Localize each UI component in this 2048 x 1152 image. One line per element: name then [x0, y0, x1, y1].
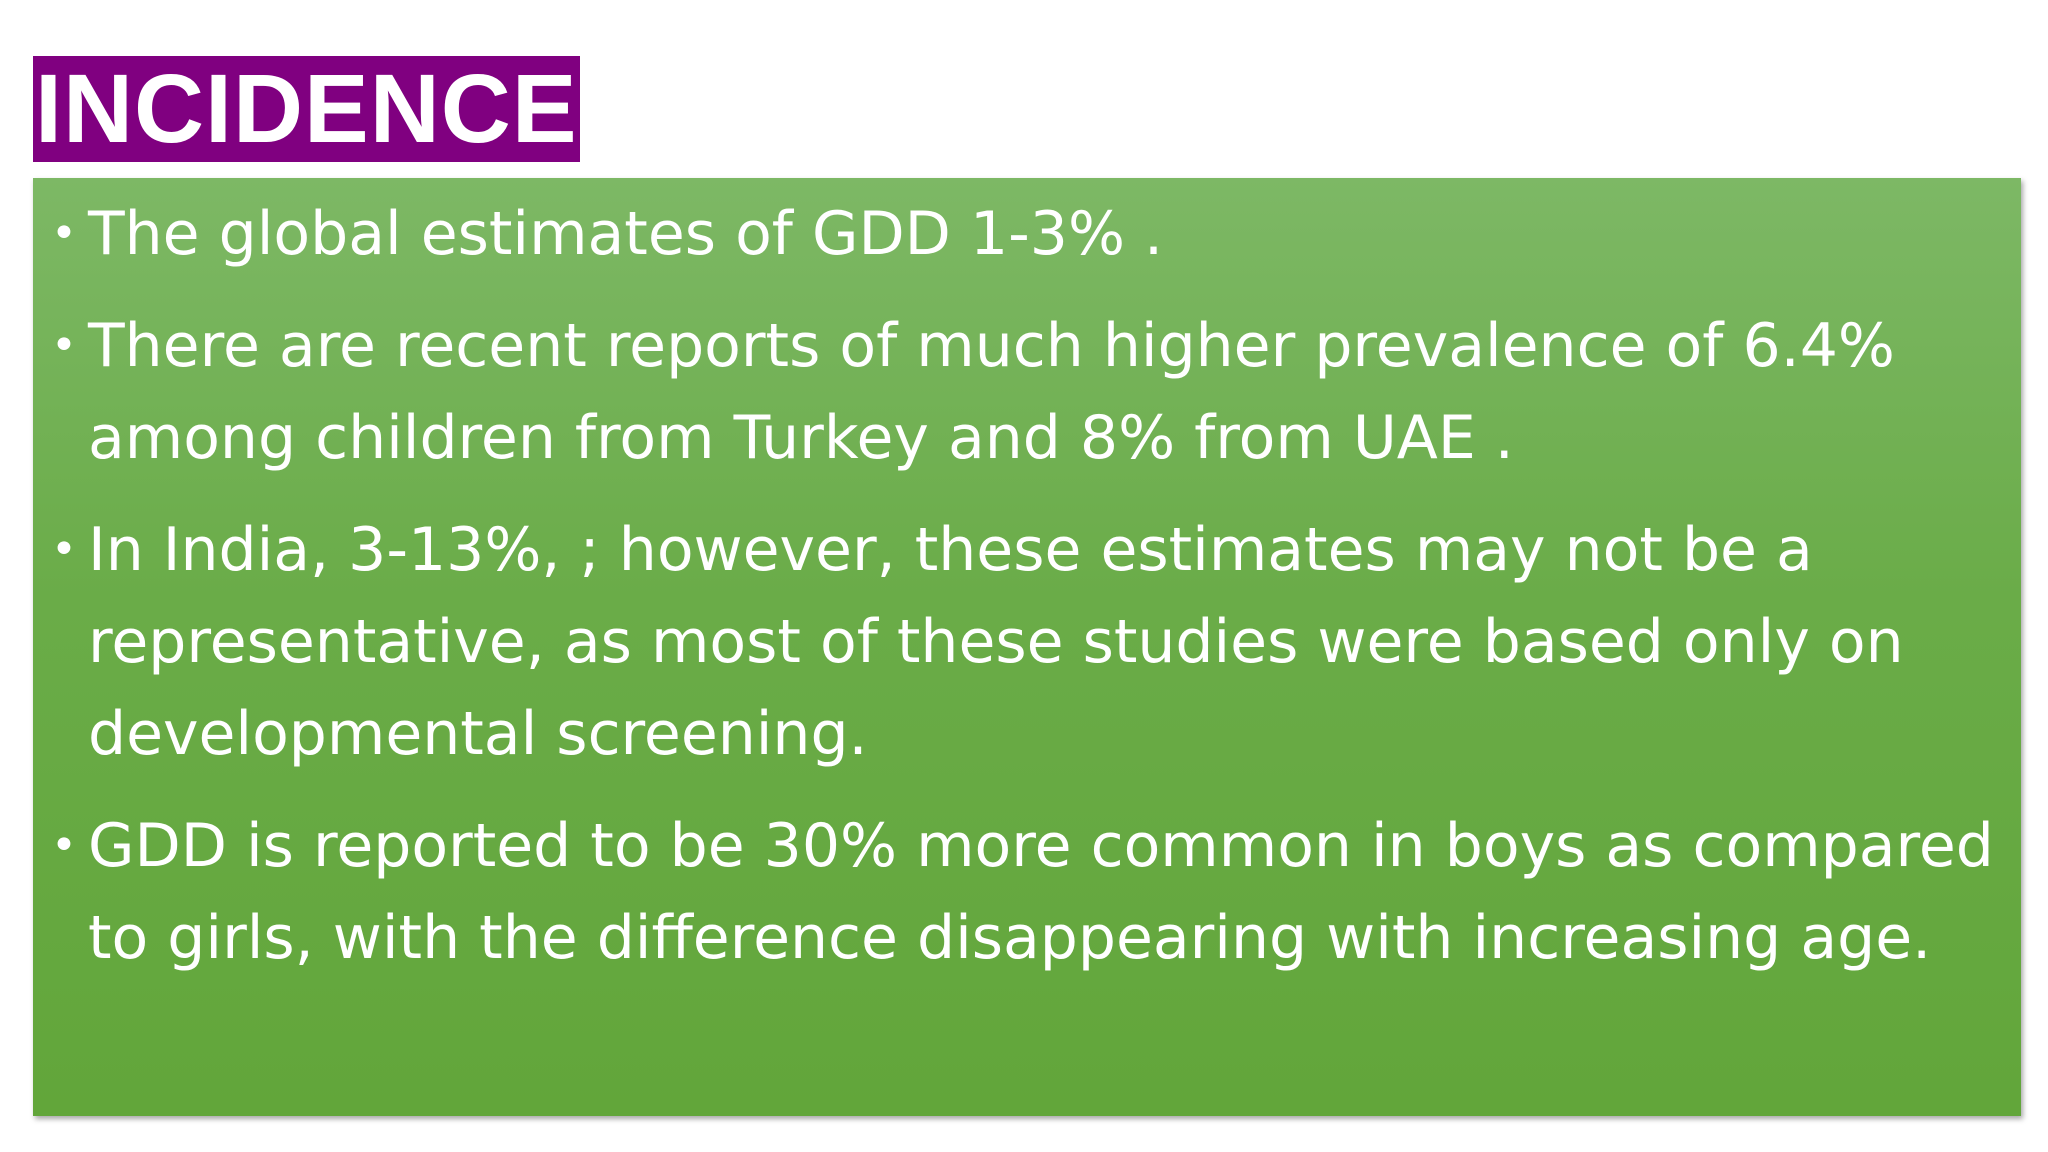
bullet-text: The global estimates of GDD 1-3% . — [88, 199, 1164, 269]
bullet-icon: • — [51, 320, 77, 371]
bullet-text: GDD is reported to be 30% more common in… — [88, 811, 1994, 973]
bullet-text: In India, 3-13%, ; however, these estima… — [88, 515, 1904, 769]
bullet-icon: • — [51, 524, 77, 575]
title-banner: INCIDENCE — [33, 56, 580, 162]
bullet-item: • There are recent reports of much highe… — [33, 300, 2021, 484]
bullet-item: • The global estimates of GDD 1-3% . — [33, 188, 2021, 280]
bullet-text: There are recent reports of much higher … — [88, 311, 1895, 473]
bullet-item: • GDD is reported to be 30% more common … — [33, 800, 2021, 984]
slide-title: INCIDENCE — [35, 54, 578, 163]
bullet-icon: • — [51, 208, 77, 259]
bullet-icon: • — [51, 820, 77, 871]
bullet-item: • In India, 3-13%, ; however, these esti… — [33, 504, 2021, 780]
bullet-list: • The global estimates of GDD 1-3% . • T… — [33, 188, 2021, 984]
content-panel: • The global estimates of GDD 1-3% . • T… — [33, 178, 2021, 1116]
